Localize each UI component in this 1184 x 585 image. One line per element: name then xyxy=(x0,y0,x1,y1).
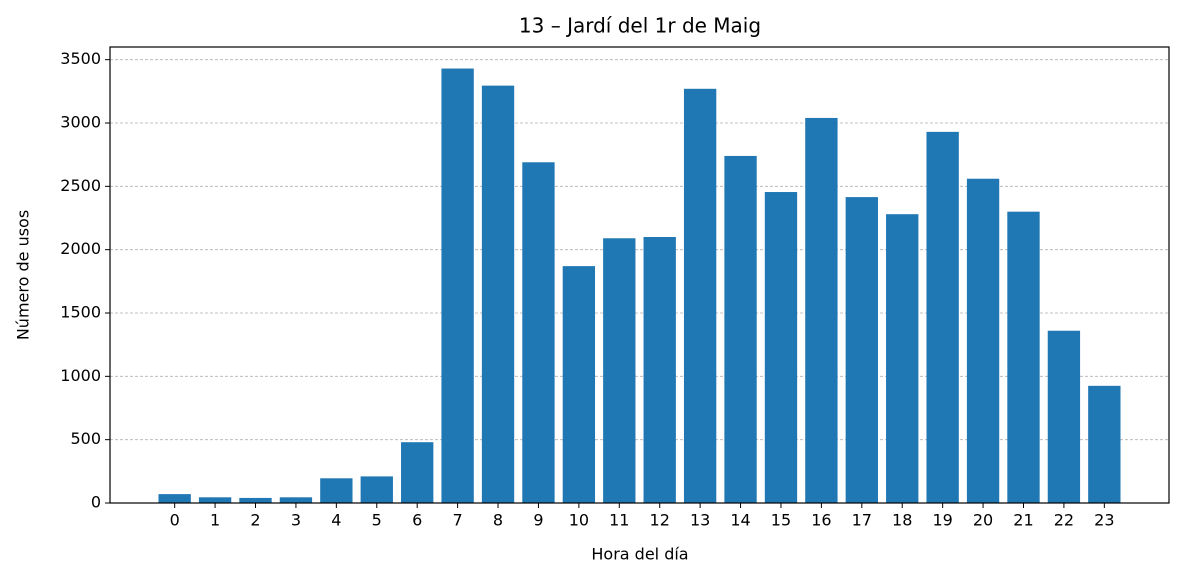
x-tick-label: 8 xyxy=(493,511,503,530)
x-tick-label: 19 xyxy=(932,511,952,530)
x-tick-label: 23 xyxy=(1094,511,1114,530)
x-tick-label: 20 xyxy=(973,511,993,530)
bar xyxy=(603,238,636,503)
x-tick-label: 21 xyxy=(1013,511,1033,530)
x-tick-label: 7 xyxy=(453,511,463,530)
chart-title: 13 – Jardí del 1r de Maig xyxy=(519,14,761,38)
x-tick-label: 0 xyxy=(170,511,180,530)
x-tick-label: 11 xyxy=(609,511,629,530)
y-tick-label: 2000 xyxy=(60,239,101,258)
bar xyxy=(764,192,798,504)
bar xyxy=(643,237,676,503)
x-tick-label: 13 xyxy=(690,511,710,530)
plot-frame xyxy=(109,46,1170,504)
bar xyxy=(1007,211,1040,503)
y-axis-label: Número de usos xyxy=(14,210,33,340)
x-tick-label: 12 xyxy=(650,511,670,530)
bar xyxy=(239,497,272,503)
bar xyxy=(724,155,757,503)
y-tick-label: 3000 xyxy=(60,113,101,132)
bar xyxy=(886,214,919,503)
bar xyxy=(279,497,313,503)
bar xyxy=(360,476,393,503)
x-tick-label: 14 xyxy=(730,511,750,530)
x-tick-label: 9 xyxy=(533,511,543,530)
y-tick-label: 2500 xyxy=(60,176,101,195)
x-tick-label: 1 xyxy=(210,511,220,530)
bar xyxy=(401,442,434,503)
y-tick-label: 1000 xyxy=(60,366,101,385)
y-tick-label: 3500 xyxy=(60,49,101,68)
bar xyxy=(1088,385,1121,503)
x-tick-label: 17 xyxy=(852,511,872,530)
bar xyxy=(198,497,232,503)
x-axis-label: Hora del día xyxy=(591,545,688,564)
x-tick-label: 18 xyxy=(892,511,912,530)
x-tick-label: 2 xyxy=(250,511,260,530)
x-tick-label: 22 xyxy=(1054,511,1074,530)
bar xyxy=(845,197,878,503)
bar xyxy=(1047,330,1081,503)
bar xyxy=(683,88,717,504)
x-tick-label: 15 xyxy=(771,511,791,530)
bar xyxy=(158,494,191,503)
x-tick-label: 3 xyxy=(291,511,301,530)
bar xyxy=(481,85,515,503)
bar xyxy=(926,131,959,503)
bar xyxy=(320,478,353,503)
bar xyxy=(441,68,474,504)
y-tick-label: 0 xyxy=(91,493,101,512)
bar xyxy=(966,178,1000,503)
x-tick-label: 4 xyxy=(331,511,341,530)
x-tick-label: 16 xyxy=(811,511,831,530)
y-tick-label: 1500 xyxy=(60,303,101,322)
bar xyxy=(522,162,555,503)
x-tick-label: 10 xyxy=(569,511,589,530)
y-tick-label: 500 xyxy=(70,429,101,448)
x-tick-label: 6 xyxy=(412,511,422,530)
bar xyxy=(562,266,596,503)
bar xyxy=(805,117,838,503)
x-tick-label: 5 xyxy=(372,511,382,530)
